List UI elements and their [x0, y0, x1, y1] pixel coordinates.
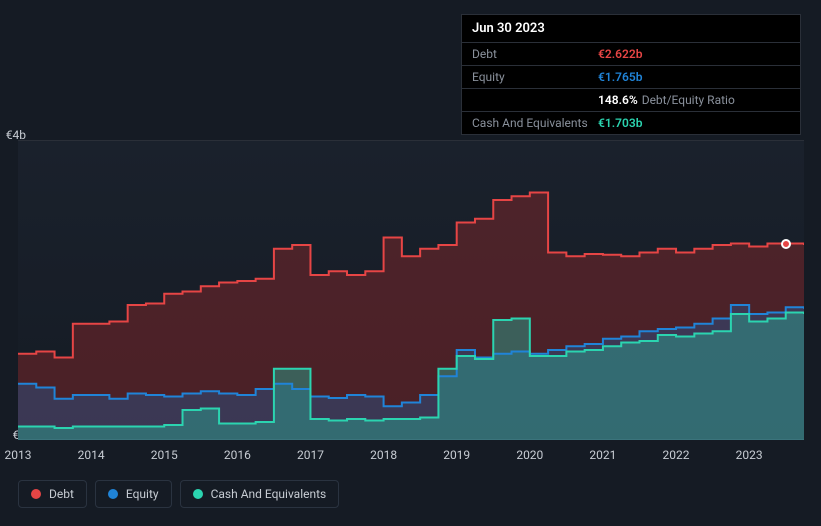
x-axis-tick: 2016: [224, 448, 251, 462]
tooltip-row: Cash And Equivalents€1.703b: [462, 111, 800, 134]
chart-legend: Debt Equity Cash And Equivalents: [18, 480, 339, 508]
legend-dot-icon: [193, 489, 203, 499]
x-axis-tick: 2015: [151, 448, 178, 462]
legend-label: Equity: [126, 487, 159, 501]
legend-item-equity[interactable]: Equity: [95, 480, 172, 508]
tooltip-row-label: [472, 93, 598, 107]
x-axis-tick: 2018: [370, 448, 397, 462]
tooltip-row-label: Equity: [472, 70, 598, 84]
hover-marker: [781, 239, 791, 249]
x-axis: 2013201420152016201720182019202020212022…: [18, 448, 804, 468]
tooltip-row-value: €1.765b: [598, 70, 642, 84]
legend-dot-icon: [31, 489, 41, 499]
legend-item-cash-and-equivalents[interactable]: Cash And Equivalents: [180, 480, 340, 508]
x-axis-tick: 2019: [443, 448, 470, 462]
x-axis-tick: 2023: [736, 448, 763, 462]
x-axis-tick: 2022: [663, 448, 690, 462]
x-axis-tick: 2013: [5, 448, 32, 462]
tooltip-date: Jun 30 2023: [462, 15, 800, 42]
tooltip-row-label: Cash And Equivalents: [472, 116, 598, 130]
chart-area[interactable]: [18, 140, 804, 440]
tooltip-row-value: 148.6%Debt/Equity Ratio: [598, 93, 735, 107]
legend-label: Debt: [49, 487, 74, 501]
x-axis-tick: 2017: [297, 448, 324, 462]
tooltip-row-value: €2.622b: [598, 47, 642, 61]
legend-item-debt[interactable]: Debt: [18, 480, 87, 508]
legend-label: Cash And Equivalents: [211, 487, 327, 501]
legend-dot-icon: [108, 489, 118, 499]
chart-tooltip: Jun 30 2023 Debt€2.622bEquity€1.765b148.…: [461, 14, 801, 135]
tooltip-row: Debt€2.622b: [462, 42, 800, 65]
x-axis-tick: 2020: [516, 448, 543, 462]
chart-svg: [18, 140, 804, 440]
tooltip-row-suffix: Debt/Equity Ratio: [642, 93, 735, 107]
tooltip-row: 148.6%Debt/Equity Ratio: [462, 88, 800, 111]
x-axis-tick: 2014: [78, 448, 105, 462]
x-axis-tick: 2021: [589, 448, 616, 462]
tooltip-row-value: €1.703b: [598, 116, 642, 130]
tooltip-row-label: Debt: [472, 47, 598, 61]
tooltip-row: Equity€1.765b: [462, 65, 800, 88]
